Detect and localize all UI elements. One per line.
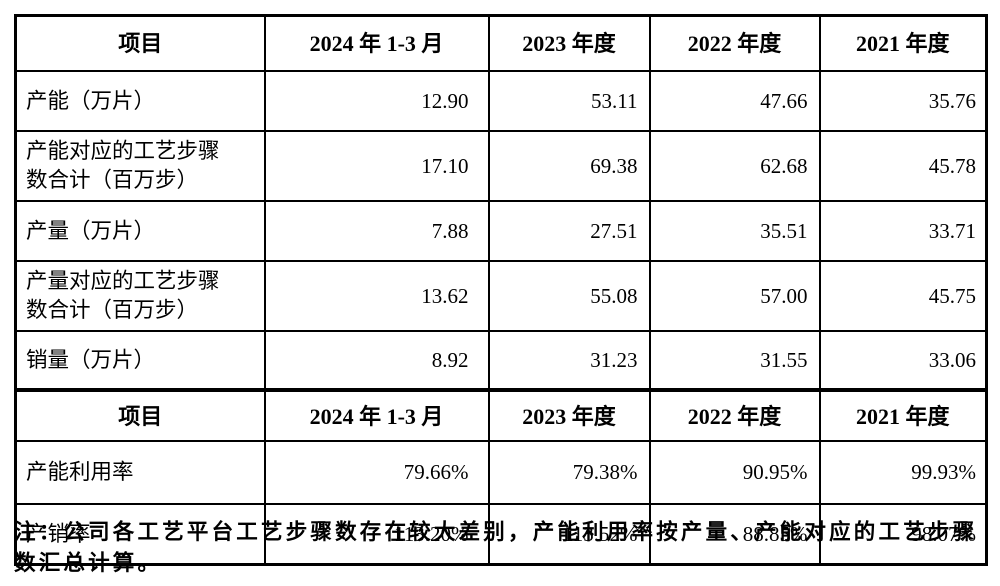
cell-value: 113.52%: [487, 503, 651, 566]
row-label: 产能利用率: [14, 440, 266, 505]
header-2023: 2023 年度: [487, 388, 651, 442]
cell-value: 88.85%: [648, 503, 821, 566]
cell-value: 27.51: [487, 200, 651, 262]
cell-value: 57.00: [648, 260, 821, 332]
cell-value: 79.66%: [263, 440, 490, 505]
table-footnote: 注：公司各工艺平台工艺步骤数存在较大差别，产能利用率按产量、产能对应的工艺步骤数…: [14, 520, 978, 575]
header-item: 项目: [14, 388, 266, 442]
cell-value: 7.88: [263, 200, 490, 262]
table-row-sales-volume: 销量（万片） 8.92 31.23 31.55 33.06: [14, 330, 988, 391]
cell-value: 31.23: [487, 330, 651, 391]
cell-value: 99.93%: [818, 440, 988, 505]
cell-value: 79.38%: [487, 440, 651, 505]
cell-value: 53.11: [487, 70, 651, 132]
cell-value: 47.66: [648, 70, 821, 132]
header-2024q1: 2024 年 1-3 月: [263, 388, 490, 442]
cell-value: 90.95%: [648, 440, 821, 505]
table-row-production-sales-ratio: 产销率 113.20% 113.52% 88.85% 98.07%: [14, 503, 988, 566]
cell-value: 31.55: [648, 330, 821, 391]
cell-value: 13.62: [263, 260, 490, 332]
cell-value: 69.38: [487, 130, 651, 202]
cell-value: 45.78: [818, 130, 988, 202]
cell-value: 45.75: [818, 260, 988, 332]
row-label: 产能（万片）: [14, 70, 266, 132]
row-label: 产量（万片）: [14, 200, 266, 262]
header-2021: 2021 年度: [818, 388, 988, 442]
table-row-output: 产量（万片） 7.88 27.51 35.51 33.71: [14, 200, 988, 262]
row-label: 产能对应的工艺步骤数合计（百万步）: [14, 130, 266, 202]
cell-value: 35.76: [818, 70, 988, 132]
header-2022: 2022 年度: [648, 14, 821, 72]
cell-value: 113.20%: [263, 503, 490, 566]
header-2022: 2022 年度: [648, 388, 821, 442]
cell-value: 98.07%: [818, 503, 988, 566]
cell-value: 35.51: [648, 200, 821, 262]
header-2023: 2023 年度: [487, 14, 651, 72]
table-header-row-2: 项目 2024 年 1-3 月 2023 年度 2022 年度 2021 年度: [14, 388, 988, 442]
row-label: 销量（万片）: [14, 330, 266, 391]
cell-value: 55.08: [487, 260, 651, 332]
header-2021: 2021 年度: [818, 14, 988, 72]
table-row-capacity-utilization: 产能利用率 79.66% 79.38% 90.95% 99.93%: [14, 440, 988, 505]
cell-value: 17.10: [263, 130, 490, 202]
table-row-capacity: 产能（万片） 12.90 53.11 47.66 35.76: [14, 70, 988, 132]
cell-value: 62.68: [648, 130, 821, 202]
header-2024q1: 2024 年 1-3 月: [263, 14, 490, 72]
table-header-row-1: 项目 2024 年 1-3 月 2023 年度 2022 年度 2021 年度: [14, 14, 988, 72]
header-item: 项目: [14, 14, 266, 72]
table-row-capacity-steps: 产能对应的工艺步骤数合计（百万步） 17.10 69.38 62.68 45.7…: [14, 130, 988, 202]
table-row-output-steps: 产量对应的工艺步骤数合计（百万步） 13.62 55.08 57.00 45.7…: [14, 260, 988, 332]
row-label: 产销率: [14, 503, 266, 566]
cell-value: 12.90: [263, 70, 490, 132]
row-label: 产量对应的工艺步骤数合计（百万步）: [14, 260, 266, 332]
cell-value: 33.06: [818, 330, 988, 391]
cell-value: 8.92: [263, 330, 490, 391]
cell-value: 33.71: [818, 200, 988, 262]
production-capacity-table: 项目 2024 年 1-3 月 2023 年度 2022 年度 2021 年度 …: [14, 14, 988, 566]
